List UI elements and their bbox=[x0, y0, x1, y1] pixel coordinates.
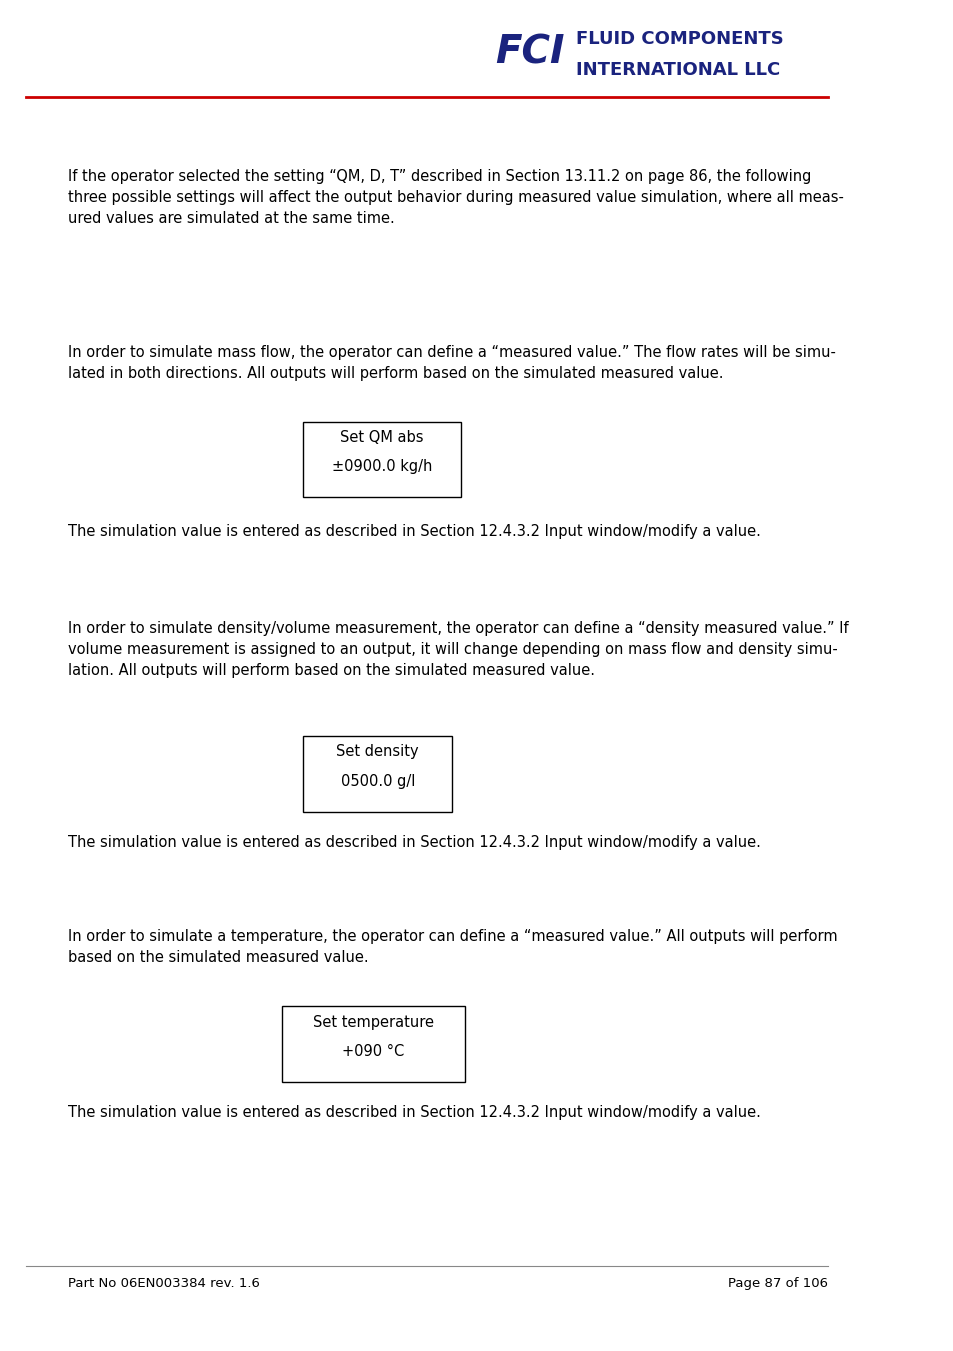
Text: The simulation value is entered as described in Section 12.4.3.2 Input window/mo: The simulation value is entered as descr… bbox=[69, 1105, 760, 1120]
Text: Set density: Set density bbox=[336, 744, 418, 759]
Text: FLUID COMPONENTS: FLUID COMPONENTS bbox=[576, 30, 783, 47]
Text: Page 87 of 106: Page 87 of 106 bbox=[727, 1277, 827, 1290]
Text: FCI: FCI bbox=[495, 34, 564, 72]
Text: Part No 06EN003384 rev. 1.6: Part No 06EN003384 rev. 1.6 bbox=[69, 1277, 260, 1290]
Text: In order to simulate density/volume measurement, the operator can define a “dens: In order to simulate density/volume meas… bbox=[69, 621, 848, 678]
Text: INTERNATIONAL LLC: INTERNATIONAL LLC bbox=[576, 61, 780, 78]
Text: The simulation value is entered as described in Section 12.4.3.2 Input window/mo: The simulation value is entered as descr… bbox=[69, 524, 760, 539]
Text: In order to simulate a temperature, the operator can define a “measured value.” : In order to simulate a temperature, the … bbox=[69, 929, 837, 966]
Text: In order to simulate mass flow, the operator can define a “measured value.” The : In order to simulate mass flow, the oper… bbox=[69, 345, 835, 381]
Text: ±0900.0 kg/h: ±0900.0 kg/h bbox=[332, 459, 432, 474]
FancyBboxPatch shape bbox=[303, 736, 452, 812]
FancyBboxPatch shape bbox=[303, 422, 460, 497]
Text: Set temperature: Set temperature bbox=[313, 1015, 434, 1029]
Text: Set QM abs: Set QM abs bbox=[340, 430, 423, 444]
Text: The simulation value is entered as described in Section 12.4.3.2 Input window/mo: The simulation value is entered as descr… bbox=[69, 835, 760, 850]
FancyBboxPatch shape bbox=[281, 1006, 465, 1082]
Text: If the operator selected the setting “QM, D, T” described in Section 13.11.2 on : If the operator selected the setting “QM… bbox=[69, 169, 843, 226]
Text: +090 °C: +090 °C bbox=[342, 1044, 404, 1059]
Text: 0500.0 g/l: 0500.0 g/l bbox=[340, 774, 415, 789]
